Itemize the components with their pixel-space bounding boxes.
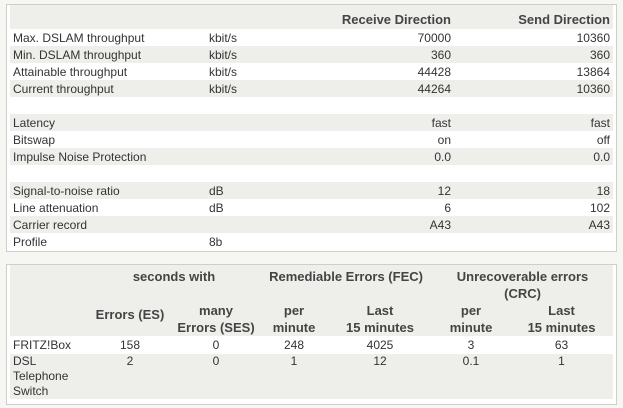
receive-value: 12 (437, 183, 451, 198)
table-row: Carrier record A43 A43 (10, 216, 613, 233)
crc-last-15-value: 1 (558, 354, 565, 368)
spacer-row (10, 97, 613, 114)
error-statistics-table: seconds with Remediable Errors (FEC) Unr… (10, 265, 614, 399)
table-row: Max. DSLAM throughput kbit/s 70000 10360 (10, 29, 613, 46)
row-unit (206, 131, 298, 148)
errors-es-value: 2 (126, 354, 134, 368)
row-unit: dB (209, 183, 224, 198)
table-row: Latency fast fast (10, 114, 613, 131)
sub-header-row: Errors (ES) many Errors (SES) per minute L… (10, 302, 614, 336)
crc-per-minute-value: 0.1 (462, 354, 480, 368)
send-value: 10360 (576, 30, 610, 45)
fec-per-minute-value: 248 (284, 337, 305, 352)
row-label: DSL Telephone Switch (13, 354, 69, 398)
send-value: 18 (596, 183, 610, 198)
table-row: DSL Telephone Switch 2 0 1 12 0.1 1 (10, 354, 614, 399)
row-unit: kbit/s (209, 47, 238, 62)
row-unit: kbit/s (209, 81, 238, 96)
errors-es-value: 158 (119, 337, 141, 352)
table-row: Line attenuation dB 6 102 (10, 199, 613, 216)
row-label: Max. DSLAM throughput (13, 30, 145, 45)
send-value: 0.0 (593, 149, 610, 164)
send-value: 102 (589, 200, 610, 215)
row-unit: kbit/s (209, 64, 238, 79)
row-label: Bitswap (13, 132, 56, 147)
table-row: Impulse Noise Protection 0.0 0.0 (10, 148, 613, 165)
send-value (454, 233, 613, 250)
send-value: 10360 (576, 81, 610, 96)
errors-es-header: Errors (ES) (95, 307, 165, 322)
row-unit (206, 148, 298, 165)
row-label: Attainable throughput (13, 64, 128, 79)
crc-last-15-value: 63 (554, 337, 569, 352)
table-row: Bitswap on off (10, 131, 613, 148)
fec-per-minute-header: per minute (272, 303, 316, 335)
receive-direction-header: Receive Direction (341, 12, 451, 27)
fec-per-minute-value: 1 (290, 354, 298, 368)
row-unit (206, 114, 298, 131)
error-statistics-panel: seconds with Remediable Errors (FEC) Unr… (6, 264, 617, 405)
send-value: A43 (588, 217, 610, 232)
table-row: Attainable throughput kbit/s 44428 13864 (10, 63, 613, 80)
receive-value: on (437, 132, 451, 147)
seconds-with-header: seconds with (132, 269, 216, 284)
row-unit: kbit/s (209, 30, 238, 45)
fec-last-15-value: 12 (373, 354, 387, 368)
crc-header: Unrecoverable errors (CRC) (456, 269, 589, 301)
row-label: Profile (13, 234, 48, 249)
receive-value: 6 (444, 200, 451, 215)
row-label: Current throughput (13, 81, 114, 96)
row-label: Min. DSLAM throughput (13, 47, 142, 62)
fec-last-15-value: 4025 (366, 337, 394, 352)
receive-value: 44264 (417, 81, 451, 96)
row-unit (206, 216, 298, 233)
send-value: off (596, 132, 610, 147)
group-header-row: seconds with Remediable Errors (FEC) Unr… (10, 265, 614, 302)
receive-value: 70000 (417, 30, 451, 45)
row-unit: 8b (209, 234, 223, 249)
fec-header: Remediable Errors (FEC) (269, 269, 423, 284)
dsl-overview-table: Receive Direction Send Direction Max. DS… (10, 5, 613, 250)
table-row: Current throughput kbit/s 44264 10360 (10, 80, 613, 97)
table-row: Profile 8b (10, 233, 613, 250)
send-direction-header: Send Direction (518, 12, 610, 27)
errors-ses-value: 0 (212, 354, 220, 368)
crc-per-minute-value: 3 (467, 337, 475, 352)
row-label: Latency (13, 115, 56, 130)
table-row: FRITZ!Box 158 0 248 4025 3 63 (10, 336, 614, 354)
receive-value: 44428 (417, 64, 451, 79)
send-value: 360 (589, 47, 610, 62)
table-row: Min. DSLAM throughput kbit/s 360 360 (10, 46, 613, 63)
overview-header-row: Receive Direction Send Direction (10, 5, 613, 29)
row-label: Impulse Noise Protection (13, 149, 147, 164)
receive-value: fast (431, 115, 451, 130)
row-label: FRITZ!Box (13, 337, 72, 352)
dsl-overview-panel: Receive Direction Send Direction Max. DS… (6, 4, 617, 252)
receive-value: 360 (430, 47, 451, 62)
table-row: Signal-to-noise ratio dB 12 18 (10, 182, 613, 199)
receive-value: 0.0 (434, 149, 451, 164)
receive-value: A43 (429, 217, 451, 232)
crc-last-15-header: Last 15 minutes (527, 303, 596, 335)
fec-last-15-header: Last 15 minutes (346, 303, 414, 335)
spacer-row (10, 165, 613, 182)
crc-per-minute-header: per minute (449, 303, 493, 335)
send-value: 13864 (576, 64, 610, 79)
row-label: Carrier record (13, 217, 88, 232)
row-label: Signal-to-noise ratio (13, 183, 120, 198)
receive-value (298, 233, 454, 250)
errors-ses-header: many Errors (SES) (177, 303, 255, 335)
row-unit: dB (209, 200, 224, 215)
row-label: Line attenuation (13, 200, 99, 215)
errors-ses-value: 0 (212, 337, 220, 352)
send-value: fast (590, 115, 610, 130)
